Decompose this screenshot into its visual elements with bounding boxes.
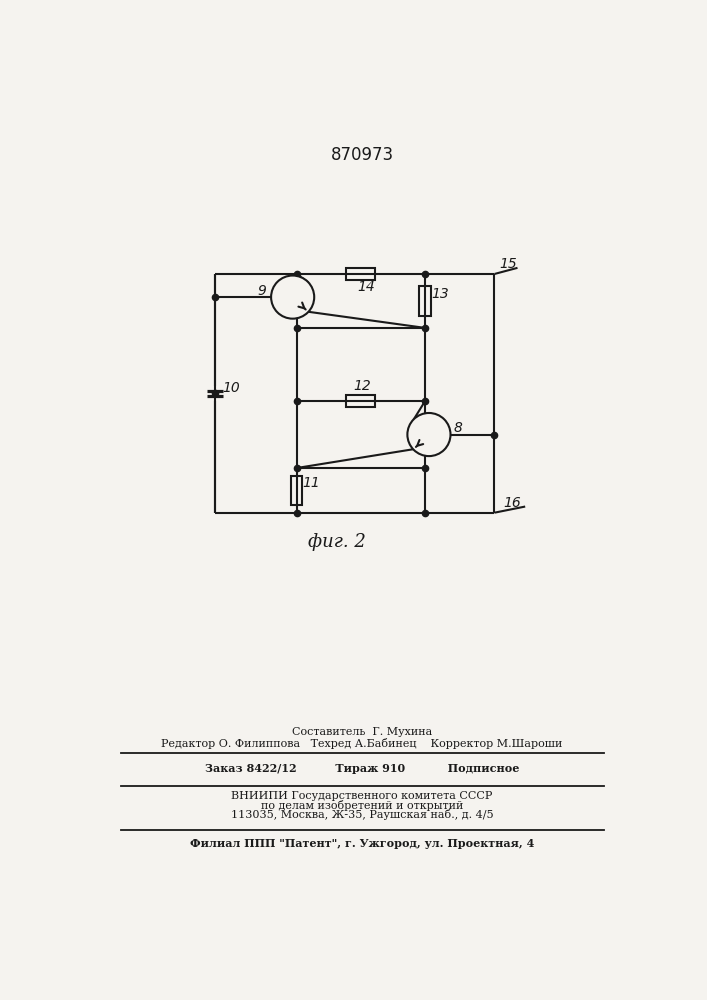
Text: 113035, Москва, Ж-35, Раушская наб., д. 4/5: 113035, Москва, Ж-35, Раушская наб., д. … [230, 809, 493, 820]
Text: фиг. 2: фиг. 2 [308, 533, 366, 551]
Text: Составитель  Г. Мухина: Составитель Г. Мухина [292, 727, 432, 737]
Text: 870973: 870973 [330, 146, 394, 164]
Text: 10: 10 [223, 381, 240, 395]
Bar [346, 395, 375, 407]
Circle shape [407, 413, 450, 456]
Circle shape [271, 276, 314, 319]
Text: 9: 9 [257, 284, 266, 298]
Text: 13: 13 [431, 287, 449, 301]
Text: 11: 11 [303, 476, 320, 490]
Text: по делам изобретений и открытий: по делам изобретений и открытий [261, 800, 463, 811]
Text: ВНИИПИ Государственного комитета СССР: ВНИИПИ Государственного комитета СССР [231, 791, 493, 801]
Bar [419, 286, 431, 316]
Bar [346, 268, 375, 280]
Text: Филиал ППП "Патент", г. Ужгород, ул. Проектная, 4: Филиал ППП "Патент", г. Ужгород, ул. Про… [189, 838, 534, 849]
Bar [291, 476, 303, 505]
Text: 14: 14 [358, 280, 375, 294]
Text: 16: 16 [503, 496, 521, 510]
Text: 12: 12 [353, 379, 371, 393]
Text: Редактор О. Филиппова   Техред А.Бабинец    Корректор М.Шароши: Редактор О. Филиппова Техред А.Бабинец К… [161, 738, 563, 749]
Text: Заказ 8422/12          Тираж 910           Подписное: Заказ 8422/12 Тираж 910 Подписное [205, 763, 519, 774]
Text: 15: 15 [499, 257, 517, 271]
Text: 8: 8 [454, 421, 462, 435]
